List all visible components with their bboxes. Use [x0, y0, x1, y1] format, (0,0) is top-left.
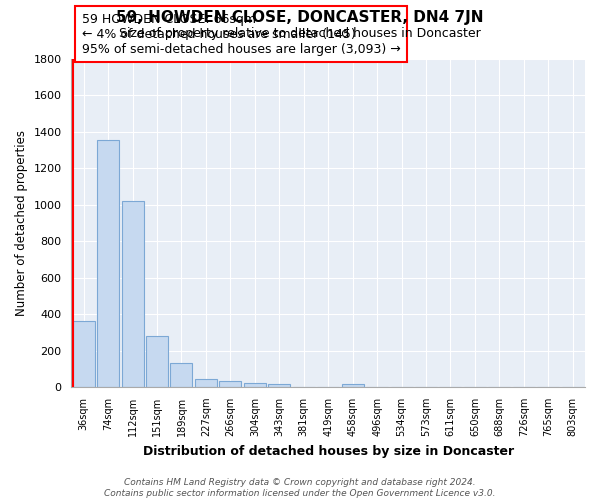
Bar [244, 384, 266, 387]
Text: Contains HM Land Registry data © Crown copyright and database right 2024.
Contai: Contains HM Land Registry data © Crown c… [104, 478, 496, 498]
Text: 59, HOWDEN CLOSE, DONCASTER, DN4 7JN: 59, HOWDEN CLOSE, DONCASTER, DN4 7JN [116, 10, 484, 25]
Y-axis label: Number of detached properties: Number of detached properties [15, 130, 28, 316]
Bar [146, 336, 168, 387]
Bar [170, 364, 193, 387]
Bar [268, 384, 290, 387]
X-axis label: Distribution of detached houses by size in Doncaster: Distribution of detached houses by size … [143, 444, 514, 458]
Bar [73, 322, 95, 387]
Bar [220, 382, 241, 387]
Bar [341, 384, 364, 387]
Bar [122, 201, 143, 387]
Bar [195, 378, 217, 387]
Text: Size of property relative to detached houses in Doncaster: Size of property relative to detached ho… [119, 28, 481, 40]
Bar [97, 140, 119, 387]
Text: 59 HOWDEN CLOSE: 66sqm
← 4% of detached houses are smaller (145)
95% of semi-det: 59 HOWDEN CLOSE: 66sqm ← 4% of detached … [82, 12, 400, 56]
